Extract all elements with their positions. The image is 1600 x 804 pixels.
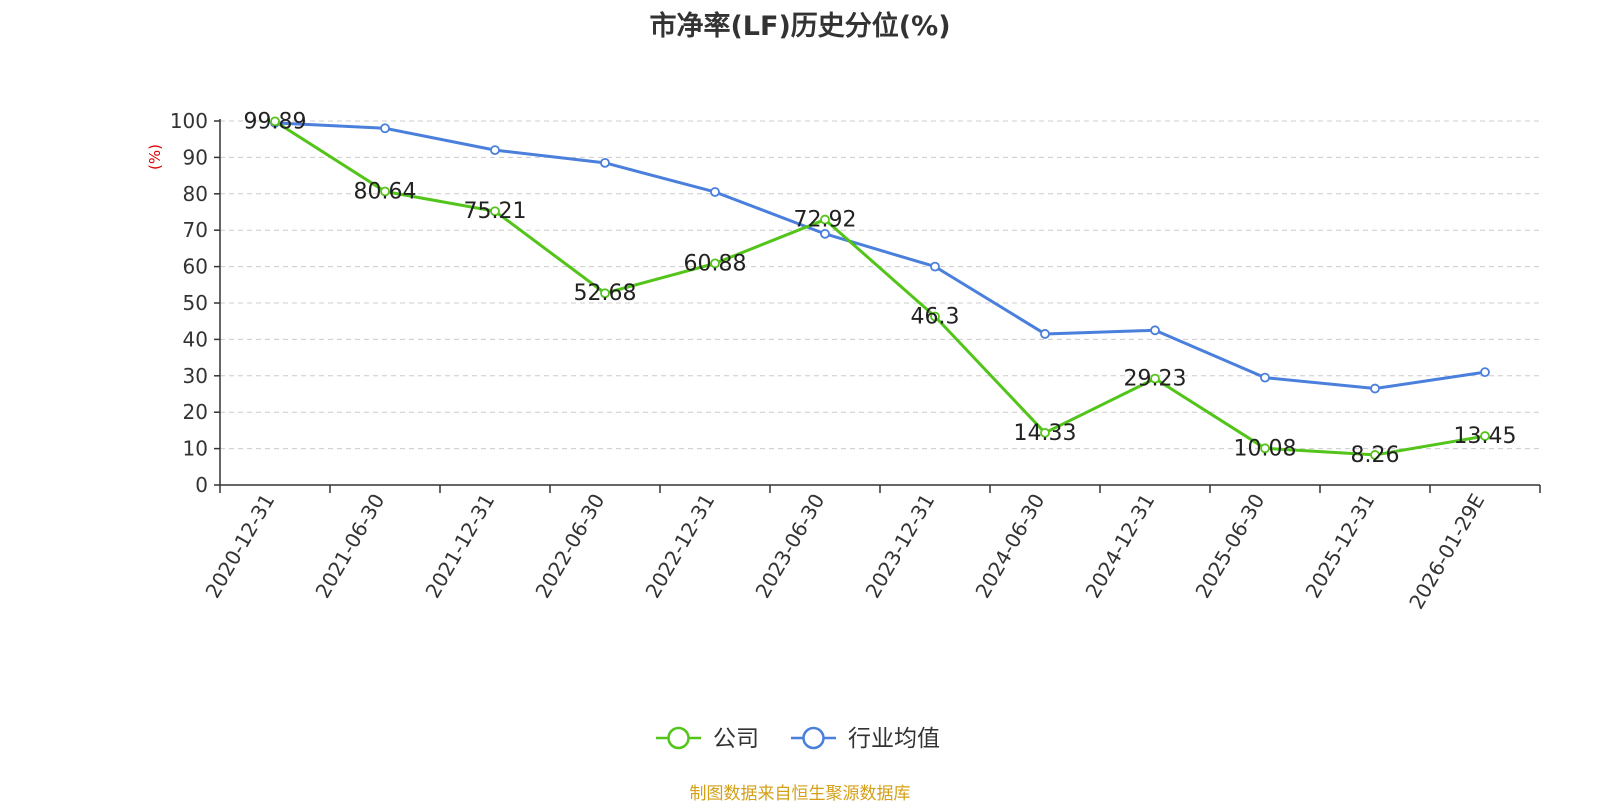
legend-item[interactable]: 行业均值 — [791, 726, 940, 752]
legend-marker — [802, 726, 825, 750]
data-label: 46.3 — [911, 304, 960, 329]
x-tick-label: 2020-12-31 — [200, 490, 279, 603]
data-point — [1040, 427, 1050, 438]
data-point — [710, 187, 720, 197]
data-point — [600, 157, 610, 168]
legend[interactable]: 公司 行业均值 — [656, 726, 940, 752]
data-point — [820, 228, 830, 239]
source-note: 制图数据来自恒生聚源数据库 — [689, 784, 911, 804]
legend-marker — [667, 726, 690, 750]
x-tick-label: 2026-01-29E — [1404, 490, 1489, 614]
data-label: 80.64 — [354, 179, 417, 204]
data-label: 14.33 — [1014, 421, 1077, 446]
data-label: 8.26 — [1351, 443, 1400, 468]
data-point — [820, 214, 830, 225]
x-tick-label: 2021-06-30 — [310, 490, 389, 603]
data-label: 29.23 — [1124, 367, 1187, 392]
data-point — [1480, 431, 1490, 441]
data-label: 60.88 — [684, 251, 747, 276]
x-tick-label: 2025-06-30 — [1190, 490, 1269, 603]
data-point — [1040, 329, 1050, 339]
data-label: 52.68 — [574, 281, 637, 306]
x-tick-label: 2023-06-30 — [750, 490, 829, 603]
y-tick-label: 30 — [183, 364, 208, 388]
x-tick-label: 2023-12-31 — [860, 490, 939, 603]
data-point — [1260, 372, 1270, 383]
data-label: 99.89 — [244, 109, 307, 134]
data-point — [1370, 383, 1380, 394]
grid-lines — [220, 120, 1540, 450]
data-point — [490, 145, 500, 156]
y-axis-label: (%) — [146, 144, 164, 170]
legend-label: 公司 — [713, 726, 759, 752]
series — [270, 116, 1490, 460]
x-tick-label: 2025-12-31 — [1300, 490, 1379, 603]
data-label: 13.45 — [1454, 424, 1517, 449]
x-tick-label: 2021-12-31 — [420, 490, 499, 603]
data-point — [380, 186, 390, 197]
data-point — [1370, 450, 1380, 460]
series-line — [274, 120, 1486, 457]
data-point — [710, 258, 720, 269]
y-tick-label: 10 — [183, 437, 208, 461]
data-point — [1150, 325, 1160, 336]
x-tick-label: 2024-12-31 — [1080, 490, 1159, 603]
y-tick-label: 60 — [183, 255, 208, 279]
data-label: 72.92 — [794, 208, 857, 233]
data-point — [1260, 443, 1270, 454]
y-tick-label: 80 — [183, 182, 208, 206]
y-tick-label: 20 — [183, 400, 208, 424]
data-labels: 99.89 80.64 75.21 52.68 60.88 72.92 46.3 14.33 2… — [244, 109, 1517, 468]
y-tick-label: 0 — [195, 473, 208, 497]
chart-title: 市净率(LF)历史分位(%) — [649, 11, 951, 42]
x-tick-label: 2022-12-31 — [640, 490, 719, 603]
data-label: 10.08 — [1234, 436, 1297, 461]
y-tick-label: 100 — [170, 109, 208, 133]
y-tick-label: 40 — [183, 327, 208, 351]
y-tick-label: 70 — [183, 218, 208, 242]
data-point — [1480, 367, 1490, 378]
y-tick-label: 50 — [183, 291, 208, 315]
data-point — [490, 206, 500, 217]
data-label: 75.21 — [464, 199, 527, 224]
legend-item[interactable]: 公司 — [656, 726, 759, 752]
data-point — [930, 311, 940, 322]
data-point — [930, 261, 940, 272]
data-point — [270, 116, 280, 127]
data-point — [380, 123, 390, 134]
x-tick-label: 2024-06-30 — [970, 490, 1049, 603]
data-point — [600, 288, 610, 299]
x-tick-label: 2022-06-30 — [530, 490, 609, 603]
y-tick-label: 90 — [183, 145, 208, 169]
data-point — [1150, 373, 1160, 384]
series-line — [274, 121, 1486, 391]
legend-label: 行业均值 — [848, 726, 940, 752]
